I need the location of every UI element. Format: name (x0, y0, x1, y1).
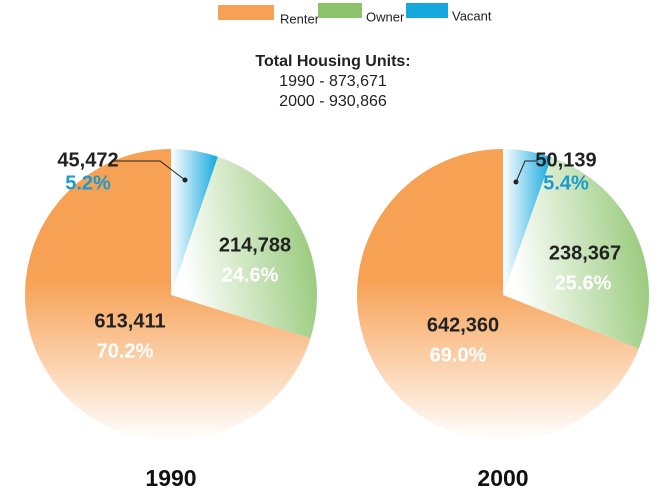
legend-swatch (318, 3, 362, 18)
legend-label: Vacant (452, 8, 492, 23)
leader-dot (182, 177, 188, 183)
leader-line (515, 160, 538, 183)
share-label: 24.6% (222, 264, 279, 286)
legend-swatch (406, 3, 448, 18)
legend-label: Owner (366, 9, 405, 24)
share-label: 69.0% (430, 344, 487, 366)
pie-slice (171, 149, 218, 295)
leader-dot (513, 179, 519, 185)
chart-title: 2000 (477, 465, 528, 491)
legend-label: Renter (280, 11, 320, 26)
annotation-line: 1990 - 873,671 (279, 73, 387, 90)
leader-line (112, 160, 186, 181)
pie-slice (503, 157, 649, 349)
annotation-line: 2000 - 930,866 (279, 93, 387, 110)
value-label: 613,411 (94, 310, 165, 332)
pie-slice (503, 149, 552, 295)
value-label: 214,788 (219, 234, 291, 256)
chart-title: 1990 (145, 465, 196, 491)
value-label: 238,367 (549, 242, 621, 264)
value-label: 45,472 (57, 149, 118, 171)
pie-slice (356, 149, 639, 441)
share-label: 5.2% (65, 172, 111, 194)
share-label: 70.2% (97, 340, 154, 362)
share-label: 5.4% (543, 172, 589, 194)
legend-swatch (218, 5, 274, 20)
pie-slice (171, 156, 317, 339)
value-label: 642,360 (427, 314, 499, 336)
pie-slice (24, 149, 311, 442)
share-label: 25.6% (555, 272, 612, 294)
value-label: 50,139 (535, 149, 596, 171)
annotation-title: Total Housing Units: (255, 53, 410, 70)
